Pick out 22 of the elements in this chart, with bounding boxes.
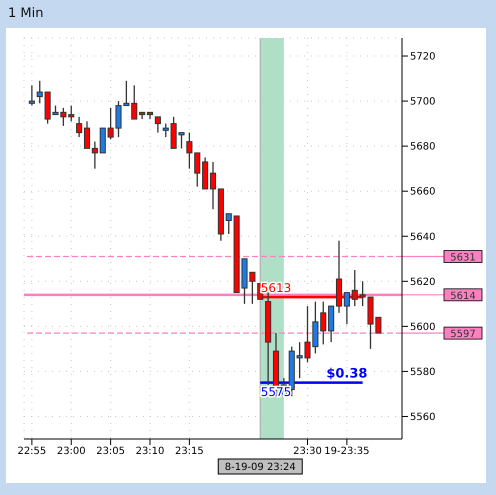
x-tick-label: 23:30 xyxy=(293,446,322,458)
x-tick-label: 22:55 xyxy=(17,446,46,458)
annotation: $0.38 xyxy=(326,366,368,382)
ref-line-label: 5597 xyxy=(450,329,476,340)
y-tick-label: 5580 xyxy=(410,366,436,378)
y-tick-label: 5660 xyxy=(410,186,436,198)
y-tick-label: 5560 xyxy=(410,412,436,424)
x-tick-label: 23:15 xyxy=(174,446,204,458)
ref-line-label: 5614 xyxy=(450,290,476,302)
y-tick-label: 5720 xyxy=(410,52,436,63)
x-tick-label: 23:05 xyxy=(96,446,126,458)
x-tick-label: 23:00 xyxy=(56,446,86,458)
y-tick-label: 5680 xyxy=(410,142,436,153)
y-tick-label: 5700 xyxy=(410,96,436,108)
y-tick-label: 5600 xyxy=(410,322,436,333)
y-tick-label: 5620 xyxy=(410,276,436,288)
x-tick-label: 19-23:35 xyxy=(324,446,370,458)
ref-line-label: 8-19-09 23:24 xyxy=(224,462,296,473)
ref-line-label: 5631 xyxy=(450,252,476,264)
y-tick-label: 5640 xyxy=(410,232,436,243)
chart-title: 1 Min xyxy=(8,6,44,21)
x-tick-label: 23:10 xyxy=(136,446,164,458)
